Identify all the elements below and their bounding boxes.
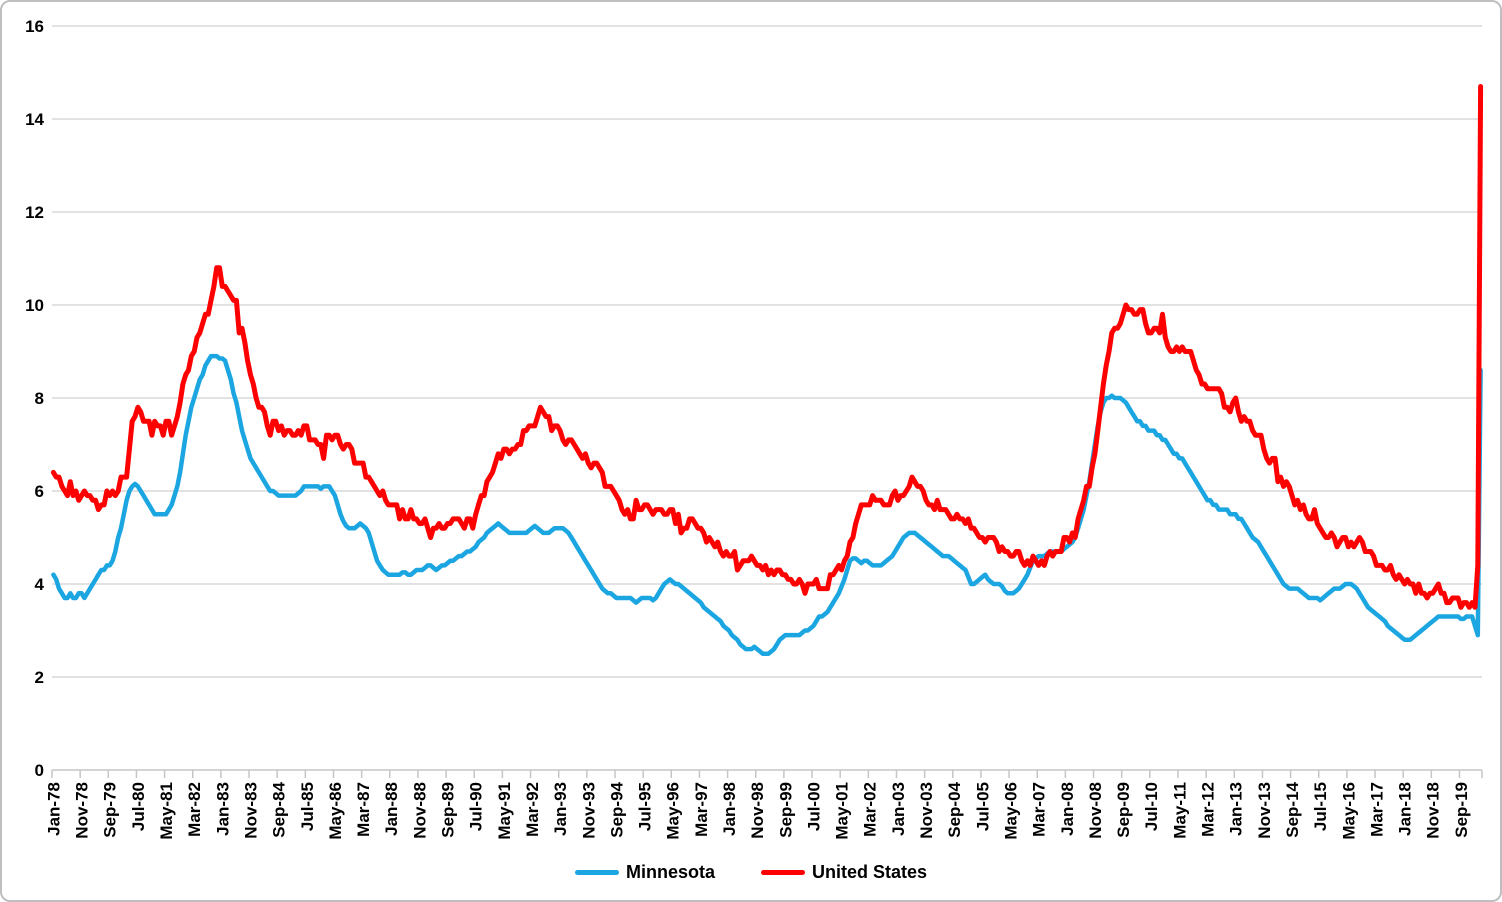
united-states-line-swatch-icon (760, 869, 805, 875)
x-axis-tick-label: Nov-88 (410, 782, 429, 839)
y-axis-tick-label: 10 (25, 296, 44, 315)
x-axis-tick-label: Mar-92 (523, 782, 542, 837)
y-axis-tick-label: 2 (35, 668, 44, 687)
x-axis-tick-label: May-91 (495, 782, 514, 840)
x-axis-tick-label: Jan-88 (382, 782, 401, 836)
x-axis-tick-label: Jul-95 (636, 782, 655, 831)
x-axis-tick-label: Jul-15 (1311, 782, 1330, 831)
x-axis-tick-label: Sep-89 (439, 782, 458, 838)
x-axis-tick-label: Nov-08 (1086, 782, 1105, 839)
y-axis-tick-label: 14 (25, 110, 44, 129)
x-axis-tick-label: Sep-99 (776, 782, 795, 838)
x-axis-tick-label: Jul-80 (129, 782, 148, 831)
x-axis-tick-label: Sep-19 (1452, 782, 1471, 838)
y-axis-tick-label: 8 (35, 389, 44, 408)
legend-item-minnesota: Minnesota (574, 861, 715, 883)
x-axis-tick-label: Jul-90 (467, 782, 486, 831)
x-axis-tick-label: Nov-13 (1255, 782, 1274, 839)
legend-item-united-states: United States (760, 861, 928, 883)
x-axis-tick-label: Sep-09 (1114, 782, 1133, 838)
x-axis-tick-label: Mar-87 (354, 782, 373, 837)
x-axis-tick-label: May-01 (833, 782, 852, 840)
x-axis-tick-label: Nov-83 (241, 782, 260, 839)
x-axis-tick-label: Nov-93 (579, 782, 598, 839)
y-axis-tick-label: 6 (35, 482, 44, 501)
x-axis-tick-label: May-86 (326, 782, 345, 840)
x-axis-tick-label: Jul-85 (298, 782, 317, 831)
x-axis-tick-label: Nov-03 (917, 782, 936, 839)
x-axis-tick-label: May-96 (664, 782, 683, 840)
x-axis-tick-label: Sep-94 (607, 781, 626, 837)
x-axis-tick-label: Mar-12 (1199, 782, 1218, 837)
x-axis-tick-label: Jan-18 (1396, 782, 1415, 836)
x-axis-tick-label: Jul-05 (973, 782, 992, 831)
y-axis-tick-label: 0 (35, 761, 44, 780)
x-axis-tick-label: May-81 (157, 782, 176, 840)
chart-legend: Minnesota United States (2, 858, 1500, 886)
x-axis-tick-label: Sep-04 (945, 781, 964, 837)
x-axis-tick-label: Nov-78 (73, 782, 92, 839)
x-axis-tick-label: Mar-82 (185, 782, 204, 837)
x-axis-tick-label: May-16 (1339, 782, 1358, 840)
x-axis-tick-label: Sep-14 (1283, 781, 1302, 837)
x-axis-tick-label: Jan-93 (551, 782, 570, 836)
x-axis-tick-label: Jul-10 (1142, 782, 1161, 831)
y-axis-tick-label: 16 (25, 17, 44, 36)
x-axis-tick-label: Nov-98 (748, 782, 767, 839)
x-axis-tick-label: Mar-07 (1030, 782, 1049, 837)
x-axis-tick-label: Jan-08 (1058, 782, 1077, 836)
united-states-line (50, 84, 1484, 610)
x-axis-tick-label: Sep-84 (270, 781, 289, 837)
x-axis-tick-label: Mar-97 (692, 782, 711, 837)
x-axis-tick-label: Jan-03 (889, 782, 908, 836)
x-axis-tick-label: May-06 (1001, 782, 1020, 840)
y-axis-tick-label: 12 (25, 203, 44, 222)
x-axis-tick-label: Jan-78 (44, 782, 63, 836)
x-axis-tick-label: Nov-18 (1424, 782, 1443, 839)
x-axis-tick-label: Jul-00 (804, 782, 823, 831)
x-axis-tick-label: May-11 (1170, 782, 1189, 839)
legend-label-united-states: United States (811, 861, 928, 882)
x-axis-tick-label: Mar-02 (861, 782, 880, 837)
y-axis-tick-label: 4 (35, 575, 45, 594)
x-axis-tick-label: Jan-83 (213, 782, 232, 836)
minnesota-line-swatch-icon (574, 869, 619, 875)
legend-label-minnesota: Minnesota (625, 861, 715, 882)
x-axis-tick-label: Sep-79 (101, 782, 120, 838)
x-axis-tick-label: Jan-98 (720, 782, 739, 836)
x-axis-tick-label: Mar-17 (1367, 782, 1386, 837)
minnesota-line (51, 353, 1483, 657)
x-axis-tick-label: Jan-13 (1227, 782, 1246, 836)
